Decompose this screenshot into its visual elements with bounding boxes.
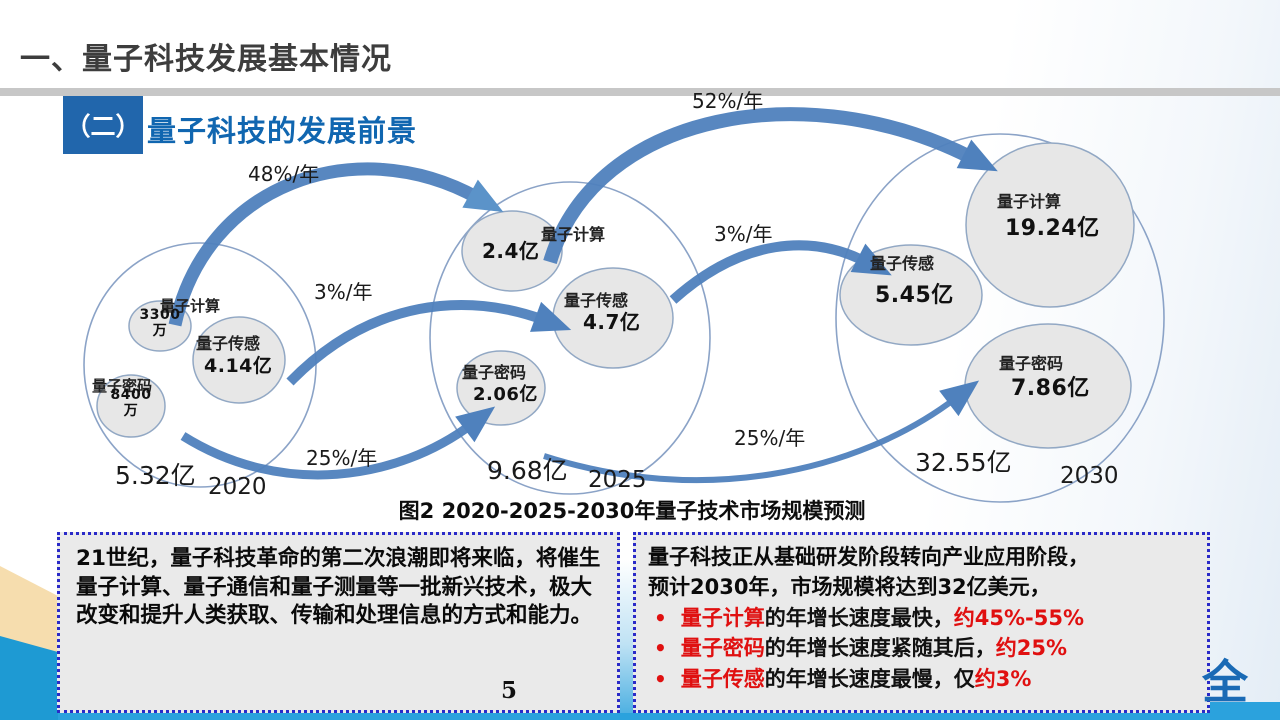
bubble-computing-2025 [461,210,563,292]
year-label-2020: 2020 [208,474,267,500]
year-label-2025: 2025 [588,467,647,493]
year-label-2030: 2030 [1060,463,1119,489]
bullet-sensing: 量子传感的年增长速度最慢，仅约3% [648,664,1195,695]
bubble-value-crypto-2020: 8400万 [110,387,152,420]
bubble-sensing-2020 [192,316,286,404]
bubble-label-sensing-2020: 量子传感 [196,334,261,353]
bubble-crypto-2025 [456,350,546,426]
bullet-computing: 量子计算的年增长速度最快，约45%-55% [648,603,1195,634]
between-boxes-background [620,560,633,713]
bubble-value-sensing-2025: 4.7亿 [583,310,641,334]
right-note-line-2: 预计2030年，市场规模将达到32亿美元， [648,574,1051,599]
growth-arrow-computing-2020-2025 [168,162,504,327]
bubble-crypto-2020 [96,374,166,438]
figure-caption: 图2 2020-2025-2030年量子技术市场规模预测 [398,499,866,523]
page-number: 5 [500,677,517,704]
growth-arrow-sensing-2025-2030 [669,240,892,304]
bubble-value-computing-2030: 19.24亿 [1005,216,1100,241]
bubble-label-computing-2030: 量子计算 [997,192,1062,211]
bullet-crypto-value: 约25% [995,636,1068,661]
group-ellipse-2020 [83,242,317,488]
watermark-character: 全 [1202,655,1248,709]
right-note-line-1: 量子科技正从基础研发阶段转向产业应用阶段， [648,545,1089,569]
growth-label-crypto-2020-2025: 25%/年 [306,446,378,470]
bullet-computing-middle: 的年增长速度最快， [764,605,954,630]
bullet-crypto-middle: 的年增长速度紧随其后， [764,636,996,661]
bubble-value-computing-2020: 3300万 [139,307,181,340]
bullet-sensing-value: 约3% [974,667,1032,692]
bubble-value-sensing-2030: 5.45亿 [875,283,954,308]
growth-label-sensing-2020-2025: 3%/年 [314,280,373,304]
group-ellipse-2030 [835,133,1165,503]
bubble-value-crypto-2030: 7.86亿 [1011,376,1090,401]
market-forecast-diagram [83,107,1165,503]
section-badge: （二） [63,96,143,154]
growth-arrow-sensing-2020-2025 [286,299,572,386]
growth-arrow-crypto-2025-2030 [543,380,980,484]
group-ellipse-2025 [429,181,711,495]
bubble-value-crypto-2025: 2.06亿 [473,384,538,405]
section-title: 量子科技的发展前景 [147,114,418,148]
total-2025: 9.68亿 [487,456,568,485]
bubble-label-computing-2020: 量子计算 [160,297,221,315]
bubble-value-computing-2025: 2.4亿 [482,239,540,263]
growth-arrow-crypto-2020-2025 [180,406,496,480]
bubble-label-sensing-2025: 量子传感 [564,291,629,310]
title-divider [0,88,1280,96]
total-2030: 32.55亿 [915,448,1012,477]
left-note-text: 21世纪，量子科技革命的第二次浪潮即将来临，将催生量子计算、量子通信和量子测量等… [76,546,601,629]
growth-label-sensing-2025-2030: 3%/年 [714,222,773,246]
footer-blue-corner [0,636,58,720]
left-note-box: 21世纪，量子科技革命的第二次浪潮即将来临，将催生量子计算、量子通信和量子测量等… [57,532,620,713]
growth-label-computing-2025-2030: 52%/年 [692,89,764,113]
bubble-value-sensing-2020: 4.14亿 [204,355,273,377]
bubble-label-crypto-2025: 量子密码 [462,363,527,382]
bubble-label-sensing-2030: 量子传感 [870,254,935,273]
growth-label-crypto-2025-2030: 25%/年 [734,426,806,450]
right-note-box: 量子科技正从基础研发阶段转向产业应用阶段， 预计2030年，市场规模将达到32亿… [633,532,1210,713]
total-2020: 5.32亿 [115,461,196,490]
bubble-computing-2030 [965,142,1135,308]
bullet-computing-value: 约45%-55% [953,605,1085,630]
growth-label-computing-2020-2025: 48%/年 [248,162,320,186]
bullet-sensing-middle: 的年增长速度最慢，仅 [764,667,975,692]
slide-title: 一、量子科技发展基本情况 [20,42,392,77]
bullet-computing-term: 量子计算 [680,605,765,630]
bubble-label-computing-2025: 量子计算 [541,225,606,244]
bubble-label-crypto-2030: 量子密码 [999,354,1064,373]
bullet-sensing-term: 量子传感 [680,667,765,692]
bullet-crypto-term: 量子密码 [680,636,765,661]
bullet-crypto: 量子密码的年增长速度紧随其后，约25% [648,633,1195,664]
bubble-label-crypto-2020: 量子密码 [92,377,153,395]
footer-beige-shape [0,566,58,654]
growth-arrow-computing-2025-2030 [543,107,998,264]
